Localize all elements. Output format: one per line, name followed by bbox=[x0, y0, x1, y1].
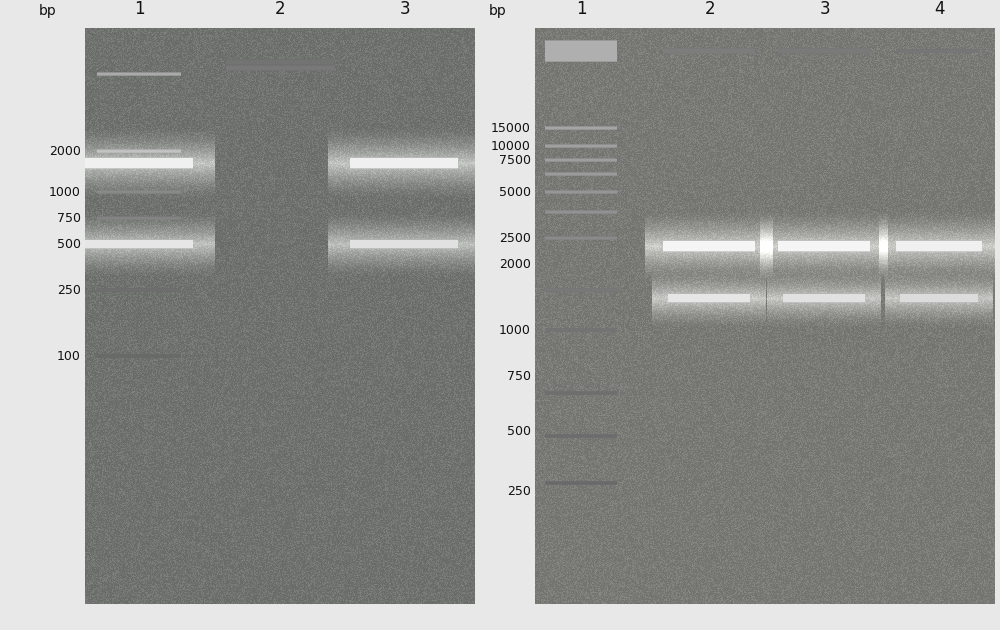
Text: 2: 2 bbox=[275, 0, 285, 18]
Text: 1: 1 bbox=[134, 0, 145, 18]
Text: 500: 500 bbox=[507, 425, 531, 438]
Text: 5000: 5000 bbox=[499, 186, 531, 198]
Text: 2: 2 bbox=[704, 0, 715, 18]
Text: 250: 250 bbox=[57, 284, 81, 297]
Text: 2500: 2500 bbox=[499, 232, 531, 244]
Text: 3: 3 bbox=[399, 0, 410, 18]
Text: 500: 500 bbox=[57, 238, 81, 251]
Text: 2000: 2000 bbox=[49, 146, 81, 158]
Text: 10000: 10000 bbox=[491, 140, 531, 152]
Text: 750: 750 bbox=[507, 370, 531, 383]
Text: 15000: 15000 bbox=[491, 122, 531, 135]
Text: 7500: 7500 bbox=[499, 154, 531, 167]
Text: 250: 250 bbox=[507, 485, 531, 498]
Text: 1000: 1000 bbox=[499, 324, 531, 337]
Text: 2000: 2000 bbox=[499, 258, 531, 271]
Text: bp: bp bbox=[489, 4, 507, 18]
Text: 4: 4 bbox=[935, 0, 945, 18]
Text: 1: 1 bbox=[576, 0, 586, 18]
Text: bp: bp bbox=[39, 4, 57, 18]
Text: 100: 100 bbox=[57, 350, 81, 363]
Text: 1000: 1000 bbox=[49, 186, 81, 198]
Text: 3: 3 bbox=[819, 0, 830, 18]
Text: 750: 750 bbox=[57, 212, 81, 224]
